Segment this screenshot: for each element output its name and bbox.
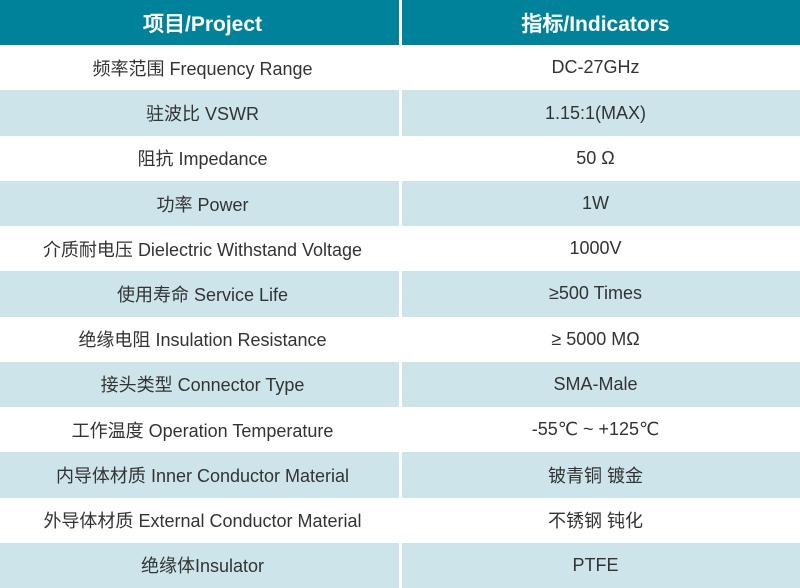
indicator-cell: ≥ 5000 MΩ [401,316,800,362]
indicator-cell: PTFE [401,542,800,588]
indicator-cell: 1W [401,180,800,227]
project-cell: 绝缘电阻 Insulation Resistance [0,316,399,362]
table-row: 阻抗 Impedance 50 Ω [0,135,800,181]
project-cell: 外导体材质 External Conductor Material [0,497,399,543]
table-row: 功率 Power 1W [0,180,800,227]
project-cell: 阻抗 Impedance [0,135,399,181]
indicator-cell: 不锈钢 钝化 [401,497,800,543]
indicator-cell: DC-27GHz [401,45,800,91]
table-row: 频率范围 Frequency Range DC-27GHz [0,45,800,91]
project-cell: 使用寿命 Service Life [0,271,399,317]
project-cell: 功率 Power [0,180,399,227]
table-row: 介质耐电压 Dielectric Withstand Voltage 1000V [0,226,800,272]
indicator-cell: -55℃ ~ +125℃ [401,407,800,453]
indicator-cell: 1.15:1(MAX) [401,90,800,136]
project-cell: 内导体材质 Inner Conductor Material [0,452,399,498]
indicator-cell: 铍青铜 镀金 [401,452,800,498]
project-cell: 驻波比 VSWR [0,90,399,136]
table-row: 驻波比 VSWR 1.15:1(MAX) [0,90,800,136]
table-row: 使用寿命 Service Life ≥500 Times [0,271,800,317]
project-cell: 频率范围 Frequency Range [0,45,399,91]
project-cell: 工作温度 Operation Temperature [0,407,399,453]
table-row: 绝缘电阻 Insulation Resistance ≥ 5000 MΩ [0,316,800,362]
indicator-cell: ≥500 Times [401,271,800,317]
project-cell: 介质耐电压 Dielectric Withstand Voltage [0,226,399,272]
header-cell-indicators: 指标/Indicators [401,0,800,46]
indicator-cell: SMA-Male [401,361,800,408]
table-row: 内导体材质 Inner Conductor Material 铍青铜 镀金 [0,452,800,498]
table-row: 外导体材质 External Conductor Material 不锈钢 钝化 [0,497,800,543]
table-header-row: 项目/Project 指标/Indicators [0,0,800,46]
indicator-cell: 1000V [401,226,800,272]
table-row: 工作温度 Operation Temperature -55℃ ~ +125℃ [0,407,800,453]
indicator-cell: 50 Ω [401,135,800,181]
table-row: 绝缘体Insulator PTFE [0,542,800,588]
table-row: 接头类型 Connector Type SMA-Male [0,361,800,408]
project-cell: 接头类型 Connector Type [0,361,399,408]
header-cell-project: 项目/Project [0,0,399,46]
project-cell: 绝缘体Insulator [0,542,399,588]
